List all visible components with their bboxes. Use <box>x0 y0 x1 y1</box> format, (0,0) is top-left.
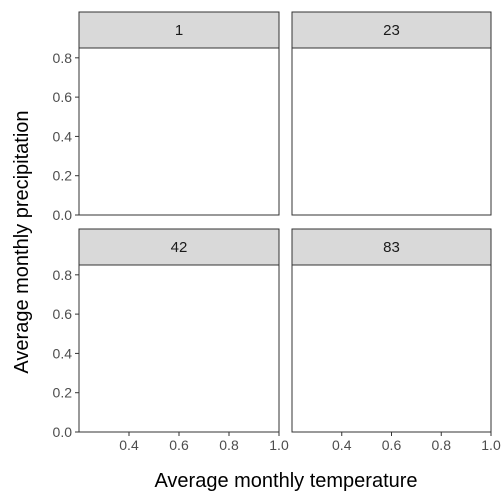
y-tick-label: 0.4 <box>53 345 73 361</box>
panels-layer: 1 23 42 83 <box>78 11 492 433</box>
panel-border <box>78 264 280 433</box>
facet-strip <box>78 11 280 49</box>
facet-panel-1: 1 <box>78 11 280 216</box>
y-tick-label: 0.6 <box>53 89 73 105</box>
x-tick-label: 0.8 <box>219 437 239 453</box>
facet-panel-23: 23 <box>291 11 492 216</box>
facet-panel-83: 83 <box>291 228 492 433</box>
y-tick-label: 0.2 <box>53 385 73 401</box>
y-axis-title: Average monthly precipitation <box>11 110 33 373</box>
facet-panel-42: 42 <box>78 228 280 433</box>
y-tick-label: 0.0 <box>53 207 73 223</box>
y-tick-label: 0.8 <box>53 267 73 283</box>
panel-border <box>291 47 492 216</box>
x-tick-label: 0.6 <box>382 437 402 453</box>
x-tick-label: 1.0 <box>269 437 289 453</box>
x-tick-label: 1.0 <box>481 437 501 453</box>
y-tick-label: 0.4 <box>53 128 73 144</box>
y-tick-label: 0.2 <box>53 168 73 184</box>
y-tick-label: 0.0 <box>53 424 73 440</box>
x-tick-label: 0.6 <box>169 437 189 453</box>
x-axis-title: Average monthly temperature <box>154 470 417 492</box>
x-tick-label: 0.4 <box>332 437 352 453</box>
x-tick-label: 0.4 <box>119 437 139 453</box>
y-tick-label: 0.8 <box>53 50 73 66</box>
axes-layer: 0.0 0.2 0.4 0.6 0.8 0.0 0.2 0.4 0.6 0.8 0.4 0.6 0.8 1… <box>53 50 501 453</box>
facet-strip <box>291 228 492 266</box>
facet-strip-label: 1 <box>175 22 183 39</box>
facet-strip-label: 23 <box>383 22 400 39</box>
panel-border <box>291 264 492 433</box>
facet-strip-label: 83 <box>383 239 400 256</box>
facet-strip-label: 42 <box>171 239 188 256</box>
facet-strip <box>291 11 492 49</box>
y-tick-label: 0.6 <box>53 306 73 322</box>
panel-border <box>78 47 280 216</box>
x-tick-label: 0.8 <box>432 437 452 453</box>
